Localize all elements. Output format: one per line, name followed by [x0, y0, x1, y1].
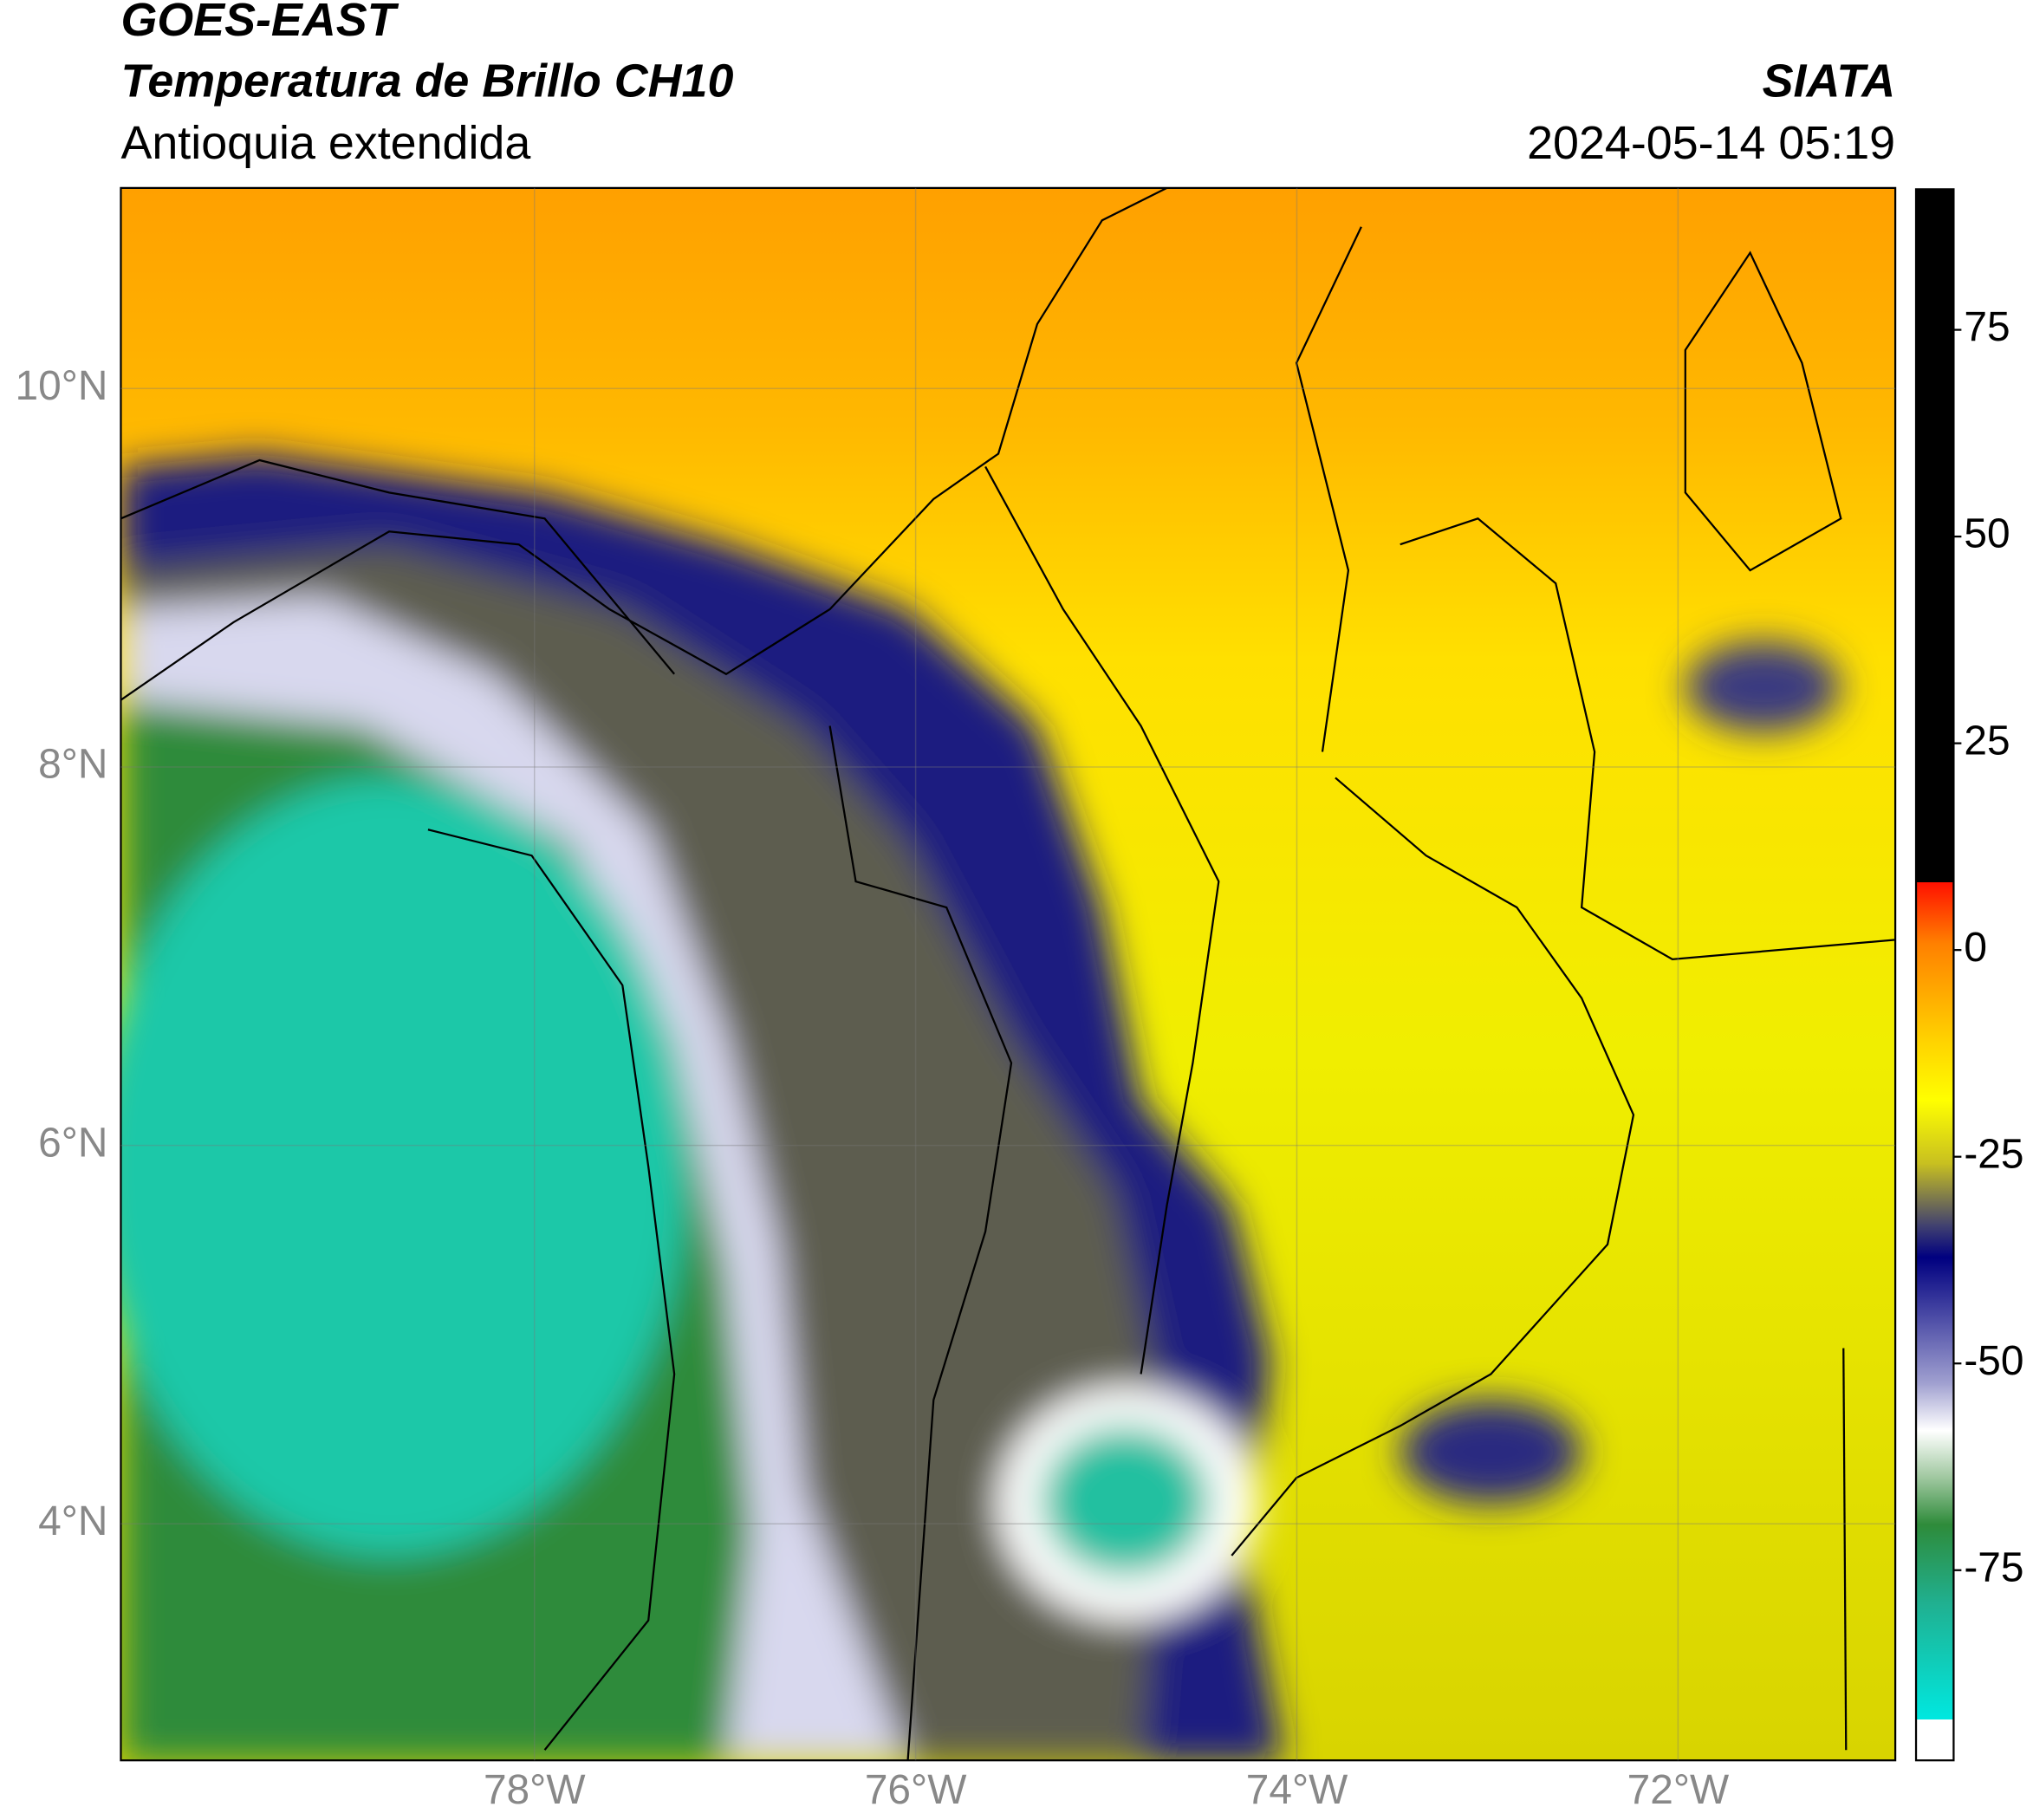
lat-tick-label: 4°N — [38, 1498, 107, 1544]
lat-tick-label: 10°N — [16, 363, 108, 409]
lon-tick-label: 72°W — [1627, 1767, 1730, 1813]
borders — [120, 187, 1896, 1761]
lat-tick-label: 6°N — [38, 1120, 107, 1166]
colorbar-tick-label: 75 — [1964, 304, 2010, 350]
lat-tick-label: 8°N — [38, 742, 107, 788]
source-label: SIATA — [1763, 55, 1896, 107]
cell-blue — [1685, 641, 1841, 733]
cell-core — [1041, 1426, 1210, 1576]
satellite-image — [120, 187, 1896, 1761]
colorbar — [1914, 188, 1955, 1762]
colorbar-tick-label: 50 — [1964, 511, 2010, 557]
lon-tick-label: 78°W — [484, 1767, 586, 1813]
colorbar-tick-label: -75 — [1964, 1544, 2023, 1590]
cell-blue — [1400, 1400, 1582, 1505]
colorbar-tick-label: -25 — [1964, 1131, 2023, 1177]
colorbar-tick-label: -50 — [1964, 1338, 2023, 1384]
product-title: Temperatura de Brillo CH10 — [120, 55, 733, 107]
region-title: Antioquia extendida — [120, 117, 530, 169]
satellite-name: GOES-EAST — [120, 0, 399, 46]
timestamp: 2024-05-14 05:19 — [1527, 117, 1895, 169]
map-frame — [120, 186, 1897, 1762]
colorbar-tick-label: 25 — [1964, 718, 2010, 764]
cloud-core — [120, 777, 687, 1556]
lon-tick-label: 74°W — [1246, 1767, 1348, 1813]
lon-tick-label: 76°W — [865, 1767, 967, 1813]
colorbar-tick-label: 0 — [1964, 925, 1987, 971]
